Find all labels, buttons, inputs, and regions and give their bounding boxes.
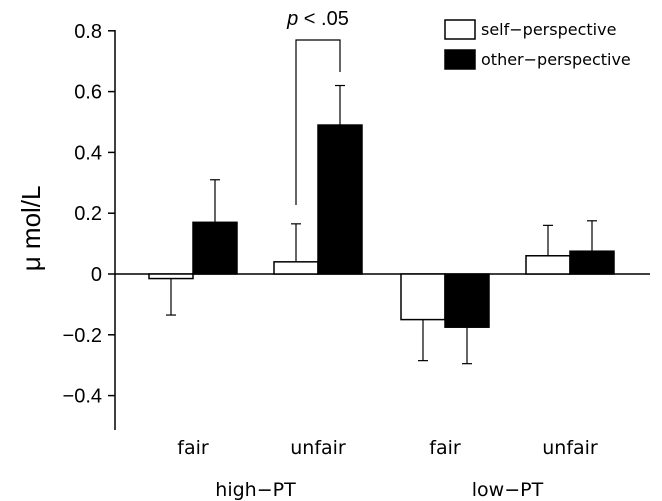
chart-legend: self−perspective other−perspective [444, 19, 631, 70]
bar-other-1 [317, 124, 363, 275]
y-tick-label: 0.8 [74, 21, 102, 43]
y-tick-label: 0.2 [74, 203, 102, 225]
legend-label: other−perspective [481, 50, 631, 69]
chart-bars [148, 84, 615, 365]
bar-self-3 [525, 255, 571, 275]
y-tick-label: 0 [91, 264, 102, 286]
category-label: fair [177, 437, 209, 459]
y-tick-label: 0.4 [74, 142, 102, 164]
category-label: unfair [542, 437, 598, 459]
category-label: unfair [290, 437, 346, 459]
bar-other-2 [444, 273, 490, 328]
legend-swatch-other [444, 49, 476, 70]
y-tick-label: −0.4 [63, 386, 102, 408]
bar-self-0 [148, 273, 194, 280]
bar-other-3 [569, 250, 615, 275]
group-label: low−PT [472, 479, 544, 501]
category-label: fair [429, 437, 461, 459]
bar-self-2 [400, 273, 446, 321]
y-axis-label: μ mol/L [16, 186, 46, 272]
y-tick-label: −0.2 [63, 325, 102, 347]
bar-self-1 [273, 261, 319, 275]
significance-threshold: < .05 [298, 8, 349, 30]
legend-label: self−perspective [481, 20, 616, 39]
bar-other-0 [192, 221, 238, 275]
group-label: high−PT [215, 479, 296, 501]
significance-label: p < .05 [286, 8, 349, 30]
significance-p: p [286, 8, 298, 30]
chart-labels: fair unfair fair unfair high−PT low−PT p < .05 [177, 8, 598, 501]
significance-bracket [295, 39, 341, 205]
legend-swatch-self [444, 19, 476, 40]
y-tick-label: 0.6 [74, 82, 102, 104]
